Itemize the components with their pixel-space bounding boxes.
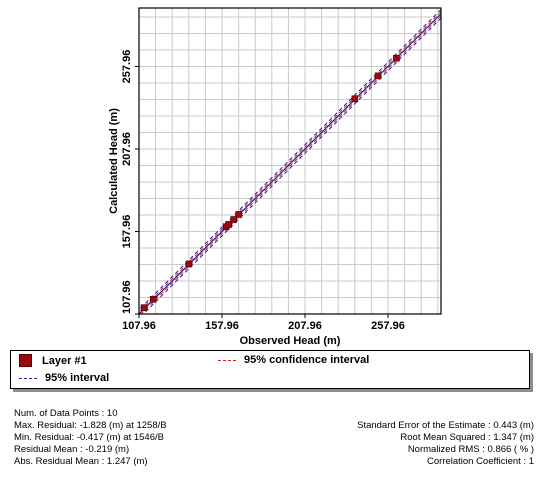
x-axis-label: Observed Head (m) [240, 335, 341, 347]
interval-95-lower-line [142, 17, 441, 314]
legend-label-layer: Layer #1 [42, 354, 87, 367]
stat-min-residual: Min. Residual: -0.417 (m) at 1546/B [14, 432, 164, 443]
legend-item-confidence: 95% confidence interval [218, 354, 369, 366]
data-point [140, 304, 148, 311]
data-point [393, 54, 400, 62]
legend-label-interval: 95% interval [45, 372, 110, 384]
data-point [351, 95, 359, 103]
plot-frame [138, 7, 442, 315]
interval-line-swatch [19, 377, 37, 379]
data-point [225, 221, 233, 228]
confidence-line-swatch [218, 359, 236, 361]
data-point [185, 260, 193, 268]
stats-left: Num. of Data Points : 10 Max. Residual: … [14, 408, 167, 468]
legend-label-confidence: 95% confidence interval [244, 354, 370, 366]
stat-abs-residual-mean: Abs. Residual Mean : 1.247 (m) [14, 456, 148, 467]
stat-std-error: Standard Error of the Estimate : 0.443 (… [357, 420, 534, 431]
confidence-interval-upper-line [139, 10, 441, 313]
data-point [149, 295, 157, 303]
legend: Layer #1 95% confidence interval 95% int… [10, 350, 530, 389]
x-tick-label: 257.96 [371, 320, 405, 332]
stat-residual-mean: Residual Mean : -0.219 (m) [14, 444, 130, 455]
stat-max-residual: Max. Residual: -1.828 (m) at 1258/B [14, 420, 167, 431]
y-tick-label: 157.96 [121, 215, 133, 249]
layer-marker-swatch [19, 354, 32, 367]
y-tick-label: 257.96 [121, 50, 133, 84]
stat-num-points: Num. of Data Points : 10 [14, 408, 118, 419]
x-tick-label: 107.96 [122, 320, 156, 332]
identity-line [139, 12, 441, 314]
data-point [230, 216, 237, 223]
calibration-scatter-plot: 107.96 157.96 207.96 257.96 107.96 157.96 207.… [108, 7, 442, 347]
stats-right: Standard Error of the Estimate : 0.443 (… [357, 420, 534, 468]
stat-correlation: Correlation Coefficient : 1 [426, 456, 534, 467]
data-point [374, 72, 382, 80]
y-tick-label: 107.96 [121, 280, 133, 314]
confidence-interval-lower-line [140, 15, 441, 314]
x-tick-label: 157.96 [205, 320, 239, 332]
interval-95-upper-line [139, 8, 441, 311]
y-tick-label: 207.96 [121, 132, 133, 166]
stat-rms: Root Mean Squared : 1.347 (m) [400, 432, 534, 443]
data-point [235, 211, 242, 218]
legend-item-layer: Layer #1 [19, 354, 87, 367]
y-axis-label: Calculated Head (m) [108, 108, 120, 214]
stat-normalized-rms: Normalized RMS : 0.866 ( % ) [407, 444, 534, 455]
legend-item-interval: 95% interval [19, 372, 109, 384]
x-tick-label: 207.96 [288, 320, 322, 332]
